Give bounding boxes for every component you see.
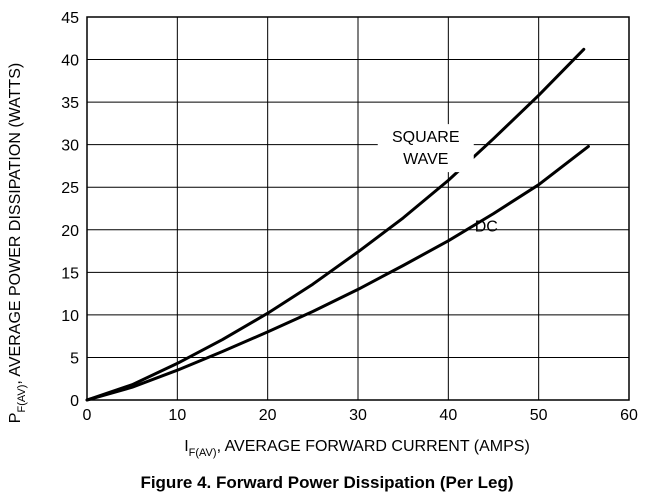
y-tick-label: 35	[61, 95, 79, 112]
plot-border	[86, 16, 630, 401]
x-axis-label-main: I	[184, 438, 188, 455]
x-axis-label-rest: , AVERAGE FORWARD CURRENT (AMPS)	[217, 438, 530, 455]
square-wave-label: WAVE	[403, 151, 448, 168]
dc-label: DC	[475, 218, 498, 235]
y-axis-label-sub: F(AV)	[16, 385, 28, 413]
plot-frame	[86, 16, 630, 401]
forward-power-dissipation-chart: 0 10 20 30 40 50 60 0 5 10 15 20 25 30 35 40 45 SQUARE W…	[7, 10, 638, 459]
x-tick-label: 10	[168, 407, 186, 424]
x-tick-label: 60	[620, 407, 638, 424]
y-tick-labels: 0 5 10 15 20 25 30 35 40 45	[61, 10, 79, 410]
y-tick-label: 10	[61, 308, 79, 325]
y-tick-label: 40	[61, 53, 79, 70]
y-axis-label: PF(AV), AVERAGE POWER DISSIPATION (WATTS…	[7, 63, 28, 423]
square-wave-label-background	[377, 124, 474, 173]
y-tick-label: 0	[70, 393, 79, 410]
series-group	[85, 47, 590, 402]
y-tick-label: 5	[70, 350, 79, 367]
y-axis-label-main: P	[7, 413, 24, 424]
x-tick-label: 30	[349, 407, 367, 424]
x-tick-labels: 0 10 20 30 40 50 60	[83, 407, 638, 424]
dc-line	[85, 144, 590, 402]
x-tick-label: 20	[259, 407, 277, 424]
y-tick-label: 25	[61, 180, 79, 197]
y-tick-label: 45	[61, 10, 79, 27]
y-axis-label-rest: , AVERAGE POWER DISSIPATION (WATTS)	[7, 63, 24, 385]
x-axis-label-sub: F(AV)	[189, 447, 217, 459]
series-annotations: SQUARE WAVE DC	[377, 124, 498, 235]
x-tick-label: 40	[439, 407, 457, 424]
x-tick-label: 50	[530, 407, 548, 424]
y-tick-label: 30	[61, 138, 79, 155]
x-axis-label: IF(AV), AVERAGE FORWARD CURRENT (AMPS)	[184, 438, 530, 459]
y-tick-label: 20	[61, 223, 79, 240]
chart-grid	[87, 17, 629, 400]
figure-caption: Figure 4. Forward Power Dissipation (Per…	[140, 473, 514, 492]
square-wave-label: SQUARE	[392, 129, 460, 146]
square-wave-line	[85, 47, 586, 402]
x-tick-label: 0	[83, 407, 92, 424]
y-tick-label: 15	[61, 265, 79, 282]
